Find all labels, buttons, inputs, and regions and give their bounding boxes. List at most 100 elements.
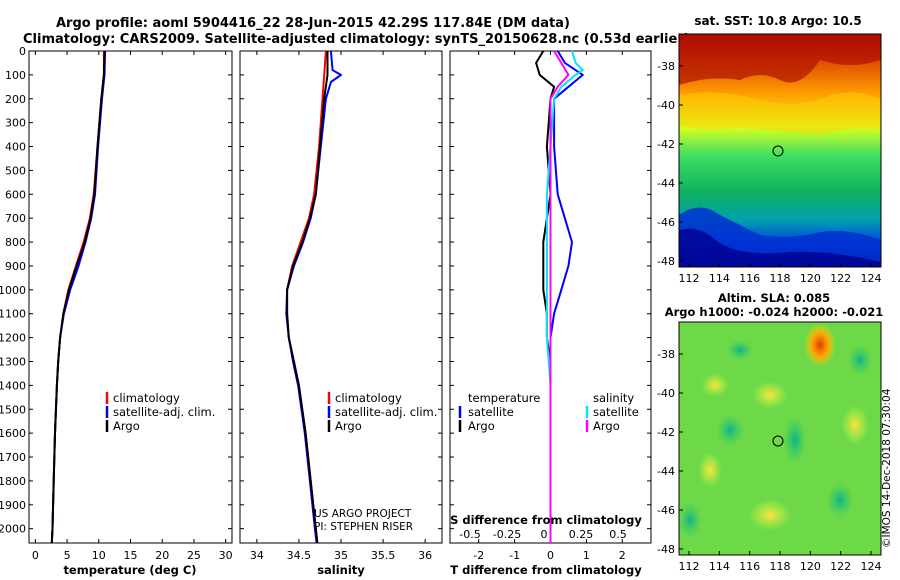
x-tick-label: -1: [509, 549, 520, 562]
salinity-axes: [239, 50, 443, 544]
depth-axis: 0 100 200 300 400 500 600 700 800 900 1000 1100 1200…: [0, 45, 651, 536]
map-x-tick-label: 116: [739, 272, 760, 285]
depth-tick-label: 900: [5, 260, 26, 273]
depth-tick-label: 200: [5, 93, 26, 106]
s-diff-tick-label: 0.5: [609, 528, 627, 541]
legend-t-satellite: satellite: [468, 405, 514, 419]
pi-label: PI: STEPHEN RISER: [314, 521, 413, 533]
depth-tick-label: 1300: [0, 355, 26, 368]
legend-satellite: satellite-adj. clim.: [335, 405, 437, 419]
map-x-tick-label: 114: [709, 560, 730, 573]
salinity-xlabel: salinity: [317, 563, 365, 577]
series-line: [50, 51, 105, 544]
argo-location-marker: [772, 145, 784, 157]
depth-tick-label: 1700: [0, 451, 26, 464]
x-tick-label: 30: [219, 549, 233, 562]
title-line-2: Climatology: CARS2009. Satellite-adjuste…: [23, 32, 690, 47]
map-y-tick-label: -38: [657, 348, 675, 361]
depth-tick-label: 0: [19, 45, 26, 58]
x-tick-label: -2: [473, 549, 484, 562]
s-diff-tick-label: -0.25: [493, 528, 521, 541]
x-tick-label: 25: [187, 549, 201, 562]
series-line: [549, 50, 570, 543]
sla-map-title-2: Argo h1000: -0.024 h2000: -0.021: [665, 305, 884, 319]
depth-tick-label: 1800: [0, 475, 26, 488]
x-tick-label: 15: [124, 549, 138, 562]
sst-map-title: sat. SST: 10.8 Argo: 10.5: [694, 14, 861, 28]
legend-argo: Argo: [113, 419, 140, 433]
legend-salinity-title: salinity: [593, 391, 634, 405]
depth-tick-label: 400: [5, 141, 26, 154]
series-line: [50, 50, 107, 544]
x-tick-label: 20: [155, 549, 169, 562]
series-line: [50, 50, 106, 544]
map-x-tick-label: 122: [830, 560, 851, 573]
legend-t-argo: Argo: [468, 419, 495, 433]
temperature-axes: [28, 50, 233, 544]
depth-tick-label: 700: [5, 212, 26, 225]
map-x-tick-label: 122: [830, 272, 851, 285]
map-y-tick-label: -48: [657, 255, 675, 268]
salinity-legend: climatology satellite-adj. clim. Argo: [327, 391, 437, 433]
legend-argo: Argo: [335, 419, 362, 433]
profile-curves: [50, 50, 584, 544]
s-diff-tick-label: -0.5: [459, 528, 480, 541]
legend-climatology: climatology: [335, 391, 402, 405]
depth-tick-label: 1200: [0, 332, 26, 345]
depth-tick-label: 1600: [0, 427, 26, 440]
x-tick-label: 0: [32, 549, 39, 562]
legend-satellite: satellite-adj. clim.: [113, 405, 215, 419]
title-line-1: Argo profile: aoml 5904416_22 28-Jun-201…: [56, 16, 570, 31]
series-line: [286, 51, 329, 544]
x-axes: 0 5 10 15 20 25 30 34 34.5 35 35.5 36 -2 -1 0 1 2 -0.5 -0.…: [32, 51, 627, 562]
sst-map: [679, 34, 881, 267]
legend-s-argo: Argo: [593, 419, 620, 433]
depth-tick-label: 1100: [0, 308, 26, 321]
map-x-tick-label: 124: [861, 560, 882, 573]
sst-map-axes: 112 114 116 118 120 122 124 -38 -40 -42 -44 -46 -48: [657, 60, 881, 285]
depth-tick-label: 800: [5, 236, 26, 249]
depth-tick-label: 100: [5, 69, 26, 82]
project-label: US ARGO PROJECT: [314, 508, 412, 520]
map-x-tick-label: 118: [770, 272, 791, 285]
x-tick-label: 34: [250, 549, 264, 562]
sla-map: [679, 322, 881, 555]
x-tick-label: 35.5: [371, 549, 396, 562]
s-diff-tick-label: 0.25: [569, 528, 594, 541]
credit-label: ©IMOS 14-Dec-2018 07:30:04: [881, 388, 893, 548]
legend-climatology: climatology: [113, 391, 180, 405]
t-difference-xlabel: T difference from climatology: [450, 563, 642, 577]
temperature-xlabel: temperature (deg C): [63, 563, 196, 577]
map-x-tick-label: 118: [770, 560, 791, 573]
s-difference-xlabel: S difference from climatology: [450, 513, 642, 527]
series-line: [545, 50, 584, 543]
depth-tick-label: 300: [5, 117, 26, 130]
map-x-tick-label: 116: [739, 560, 760, 573]
temperature-legend: climatology satellite-adj. clim. Argo: [105, 391, 215, 433]
map-x-tick-label: 120: [800, 272, 821, 285]
argo-location-marker: [772, 435, 784, 447]
x-tick-label: 5: [64, 549, 71, 562]
x-tick-label: 10: [92, 549, 106, 562]
depth-tick-label: 1900: [0, 499, 26, 512]
depth-tick-label: 500: [5, 164, 26, 177]
map-y-tick-label: -44: [657, 465, 675, 478]
x-tick-label: 36: [418, 549, 432, 562]
sla-map-title-1: Altim. SLA: 0.085: [718, 291, 830, 305]
map-x-tick-label: 120: [800, 560, 821, 573]
x-tick-label: 1: [583, 549, 590, 562]
series-line: [549, 50, 584, 543]
map-y-tick-label: -46: [657, 504, 675, 517]
series-line: [285, 50, 342, 544]
series-line: [286, 50, 327, 544]
map-y-tick-label: -40: [657, 99, 675, 112]
map-x-tick-label: 112: [679, 560, 700, 573]
map-y-tick-label: -40: [657, 387, 675, 400]
map-y-tick-label: -38: [657, 60, 675, 73]
map-x-tick-label: 112: [679, 272, 700, 285]
difference-legend: temperature satellite Argo salinity sate…: [458, 391, 639, 433]
map-y-tick-label: -46: [657, 216, 675, 229]
depth-tick-label: 1500: [0, 403, 26, 416]
x-tick-label: 34.5: [287, 549, 312, 562]
